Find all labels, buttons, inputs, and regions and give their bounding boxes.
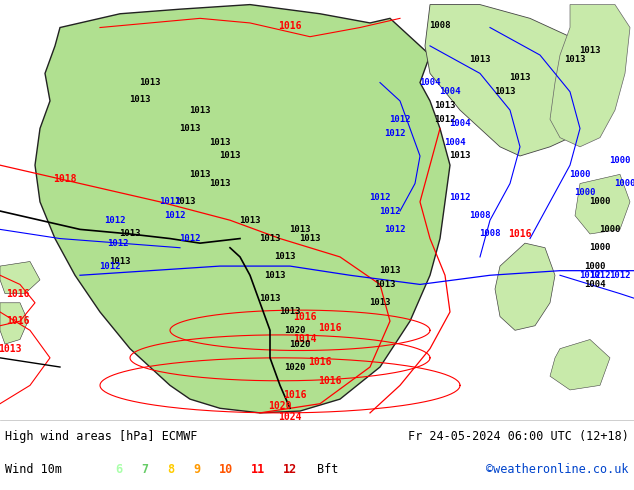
Text: 1020: 1020 <box>289 340 311 348</box>
Text: 1012: 1012 <box>609 271 631 280</box>
Text: 1016: 1016 <box>283 390 307 399</box>
Text: 1020: 1020 <box>284 363 306 371</box>
Text: 1012: 1012 <box>104 216 126 225</box>
Text: 1013: 1013 <box>259 234 281 243</box>
Polygon shape <box>0 262 40 294</box>
Text: 1013: 1013 <box>239 216 261 225</box>
Text: 1013: 1013 <box>369 298 391 307</box>
Text: 1013: 1013 <box>190 170 210 179</box>
Text: Fr 24-05-2024 06:00 UTC (12+18): Fr 24-05-2024 06:00 UTC (12+18) <box>408 430 629 442</box>
Polygon shape <box>575 174 630 234</box>
Text: 1016: 1016 <box>318 323 342 334</box>
Text: 1013: 1013 <box>139 78 161 87</box>
Text: 1004: 1004 <box>444 138 466 147</box>
Text: 1016: 1016 <box>6 289 30 298</box>
Text: 1013: 1013 <box>299 234 321 243</box>
Text: 6: 6 <box>115 463 122 476</box>
Text: 1013: 1013 <box>174 197 196 206</box>
Text: 1013: 1013 <box>564 55 586 64</box>
Polygon shape <box>495 243 555 330</box>
Text: 1012: 1012 <box>434 115 456 124</box>
Text: 1008: 1008 <box>469 211 491 220</box>
Text: 1013: 1013 <box>129 95 151 103</box>
Text: 1013: 1013 <box>209 138 231 147</box>
Text: 1012: 1012 <box>579 271 601 280</box>
Text: 1013: 1013 <box>119 229 141 239</box>
Text: 1012: 1012 <box>369 193 391 202</box>
Text: 1013: 1013 <box>275 252 295 261</box>
Text: 1004: 1004 <box>419 78 441 87</box>
Text: 1000: 1000 <box>569 170 591 179</box>
Text: 1008: 1008 <box>429 21 451 30</box>
Text: Bft: Bft <box>317 463 339 476</box>
Text: 1016: 1016 <box>278 21 302 31</box>
Text: 1013: 1013 <box>259 294 281 303</box>
Text: 1013: 1013 <box>219 151 241 161</box>
Text: 1013: 1013 <box>209 179 231 188</box>
Polygon shape <box>35 4 450 413</box>
Polygon shape <box>550 340 610 390</box>
Text: 1013: 1013 <box>179 124 201 133</box>
Text: 1004: 1004 <box>450 120 471 128</box>
Text: 1013: 1013 <box>579 46 601 55</box>
Text: 1013: 1013 <box>379 266 401 275</box>
Text: 1012: 1012 <box>589 271 611 280</box>
Text: Wind 10m: Wind 10m <box>5 463 62 476</box>
Text: 1013: 1013 <box>374 280 396 289</box>
Text: High wind areas [hPa] ECMWF: High wind areas [hPa] ECMWF <box>5 430 197 442</box>
Text: 1012: 1012 <box>107 239 129 247</box>
Text: 9: 9 <box>193 463 200 476</box>
Text: 12: 12 <box>283 463 297 476</box>
Text: 1016: 1016 <box>508 229 532 239</box>
Text: 1000: 1000 <box>574 188 596 197</box>
Text: 1012: 1012 <box>389 115 411 124</box>
Text: 1013: 1013 <box>495 87 515 96</box>
Text: 1000: 1000 <box>614 179 634 188</box>
Text: 1013: 1013 <box>264 271 286 280</box>
Text: 1012: 1012 <box>100 262 120 270</box>
Polygon shape <box>425 4 600 156</box>
Text: ©weatheronline.co.uk: ©weatheronline.co.uk <box>486 463 629 476</box>
Text: 1000: 1000 <box>589 197 611 206</box>
Text: 1016: 1016 <box>318 376 342 386</box>
Text: 1013: 1013 <box>450 151 471 161</box>
Text: 1013: 1013 <box>0 343 22 354</box>
Text: 1012: 1012 <box>450 193 471 202</box>
Text: 1000: 1000 <box>589 243 611 252</box>
Text: 1012: 1012 <box>179 234 201 243</box>
Text: 1008: 1008 <box>479 229 501 239</box>
Text: 1013: 1013 <box>469 55 491 64</box>
Text: 1016: 1016 <box>308 357 332 368</box>
Text: 1016: 1016 <box>294 312 317 321</box>
Text: 1004: 1004 <box>585 280 605 289</box>
Text: 1013: 1013 <box>279 307 301 317</box>
Text: 1012: 1012 <box>159 197 181 206</box>
Polygon shape <box>550 4 630 147</box>
Text: 1020: 1020 <box>268 401 292 412</box>
Polygon shape <box>0 303 28 344</box>
Text: 1000: 1000 <box>609 156 631 165</box>
Text: 1020: 1020 <box>284 326 306 335</box>
Text: 8: 8 <box>167 463 174 476</box>
Text: 1014: 1014 <box>294 335 317 344</box>
Text: 1016: 1016 <box>6 316 30 326</box>
Text: 1013: 1013 <box>289 225 311 234</box>
Text: 1012: 1012 <box>384 128 406 138</box>
Text: 1000: 1000 <box>599 225 621 234</box>
Text: 1013: 1013 <box>109 257 131 266</box>
Text: 1024: 1024 <box>278 413 302 422</box>
Text: 1018: 1018 <box>53 174 77 184</box>
Text: 1013: 1013 <box>509 74 531 82</box>
Text: 1012: 1012 <box>164 211 186 220</box>
Text: 7: 7 <box>141 463 148 476</box>
Text: 1000: 1000 <box>585 262 605 270</box>
Text: 1012: 1012 <box>379 206 401 216</box>
Text: 10: 10 <box>219 463 233 476</box>
Text: 1004: 1004 <box>439 87 461 96</box>
Text: 1012: 1012 <box>384 225 406 234</box>
Text: 11: 11 <box>251 463 265 476</box>
Text: 1013: 1013 <box>434 101 456 110</box>
Text: 1013: 1013 <box>190 106 210 115</box>
